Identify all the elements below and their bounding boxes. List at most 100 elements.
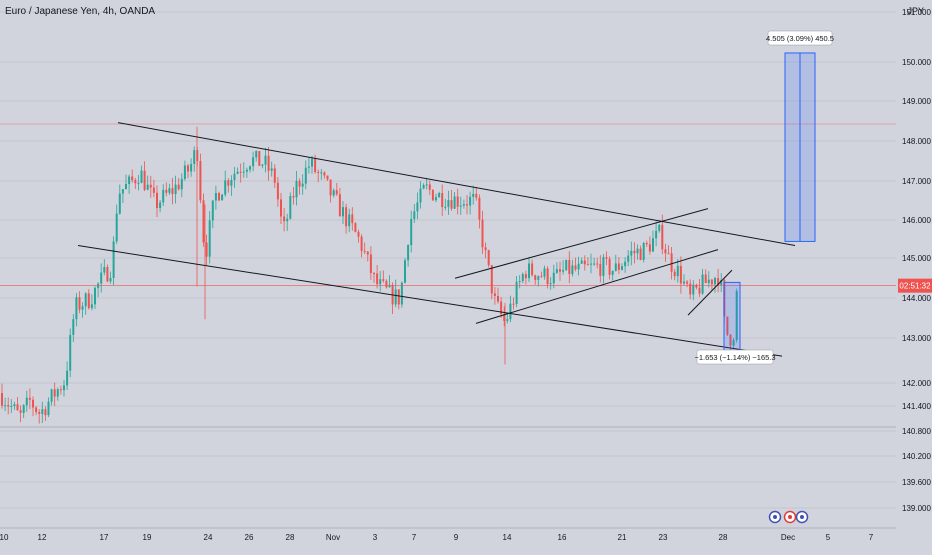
short-measure-box[interactable]	[723, 281, 741, 353]
candle-body	[149, 184, 152, 188]
candle-body	[676, 265, 679, 277]
candle-body	[137, 182, 140, 184]
candle-body	[655, 230, 658, 239]
measure-tools: 4.505 (3.09%) 450.5 −1.653 (−1.14%) −165.…	[694, 30, 834, 365]
candle-body	[726, 316, 729, 335]
candle-body	[75, 297, 78, 320]
candle-body	[13, 404, 16, 407]
candle-body	[438, 192, 441, 198]
candle-body	[704, 274, 707, 284]
candle-body	[199, 161, 202, 201]
candle-body	[94, 287, 96, 305]
candle-body	[472, 193, 475, 197]
candle-body	[214, 193, 217, 201]
candle-body	[400, 282, 403, 305]
candle-body	[183, 165, 186, 179]
candle-body	[453, 196, 456, 209]
candle-body	[670, 253, 673, 272]
candle-body	[689, 283, 692, 295]
candle-body	[242, 171, 245, 173]
candle-body	[25, 397, 28, 406]
candle-body	[280, 199, 282, 217]
candle-body	[630, 250, 633, 256]
candle-body	[565, 259, 568, 271]
candle-body	[1, 393, 3, 406]
candle-body	[100, 272, 103, 284]
price-tick-label: 139.000	[902, 504, 931, 513]
candle-body	[115, 213, 118, 242]
candle-body	[366, 251, 369, 255]
candle-body	[555, 269, 558, 273]
candle-body	[369, 254, 372, 274]
candle-body	[692, 284, 695, 295]
candle-body	[605, 257, 608, 259]
grid	[0, 11, 896, 509]
price-tick-label: 140.800	[902, 427, 931, 436]
candle-body	[53, 389, 56, 397]
candle-body	[227, 180, 230, 186]
time-tick-label: Dec	[781, 533, 795, 542]
candle-body	[431, 189, 434, 201]
candle-body	[230, 179, 233, 186]
trendline-pullback-line[interactable]	[687, 269, 733, 316]
candle-body	[258, 151, 261, 166]
time-tick-label: 28	[719, 533, 728, 542]
chart-title: Euro / Japanese Yen, 4h, OANDA	[5, 6, 156, 17]
candle-body	[295, 180, 298, 198]
time-tick-label: 26	[245, 533, 254, 542]
trendline-wedge-upper[interactable]	[454, 208, 709, 279]
candle-body	[174, 184, 177, 195]
price-tick-label: 140.200	[902, 452, 931, 461]
candle-body	[543, 268, 546, 277]
candle-body	[481, 219, 484, 248]
candle-body	[574, 265, 577, 270]
event-marker-dot	[773, 515, 777, 519]
candle-body	[407, 245, 410, 261]
time-tick-label: Nov	[326, 533, 340, 542]
candle-body	[118, 193, 121, 214]
candle-body	[357, 231, 360, 237]
price-tick-label: 144.000	[902, 294, 931, 303]
price-tick-label: 148.000	[902, 137, 931, 146]
candle-body	[531, 263, 534, 276]
candle-body	[404, 260, 406, 283]
candle-body	[4, 405, 7, 407]
candle-body	[360, 236, 363, 251]
candle-body	[462, 204, 465, 206]
axes: 151.000 150.000 149.000 148.000 147.000 146.0…	[0, 8, 932, 542]
candle-body	[78, 297, 81, 310]
candle-body	[255, 151, 258, 158]
time-tick-label: 17	[100, 533, 109, 542]
candle-body	[162, 189, 165, 203]
candle-body	[422, 185, 425, 189]
candle-body	[590, 263, 592, 265]
event-marker-dot	[788, 515, 792, 519]
candle-body	[735, 291, 738, 341]
candle-body	[84, 293, 87, 307]
candle-body	[106, 266, 109, 282]
candle-body	[376, 273, 379, 285]
candle-body	[466, 204, 468, 206]
candle-body	[224, 180, 227, 195]
candle-body	[648, 244, 651, 252]
candle-body	[72, 319, 75, 335]
candle-body	[500, 301, 503, 315]
candle-body	[537, 276, 540, 280]
candle-body	[664, 249, 667, 254]
time-tick-label: 28	[286, 533, 295, 542]
candle-body	[152, 187, 155, 193]
candle-body	[583, 260, 586, 265]
candle-body	[413, 211, 416, 219]
candle-body	[146, 184, 149, 190]
candle-body	[109, 277, 112, 282]
long-measure-label: 4.505 (3.09%) 450.5	[766, 34, 834, 43]
price-tick-label: 142.000	[902, 379, 931, 388]
trendline-wedge-lower[interactable]	[475, 249, 719, 324]
trendline-channel-lower[interactable]	[77, 245, 783, 357]
price-tick-label: 146.000	[902, 216, 931, 225]
candle-body	[373, 273, 375, 275]
trendline-channel-upper[interactable]	[117, 122, 796, 247]
candle-body	[168, 188, 171, 193]
